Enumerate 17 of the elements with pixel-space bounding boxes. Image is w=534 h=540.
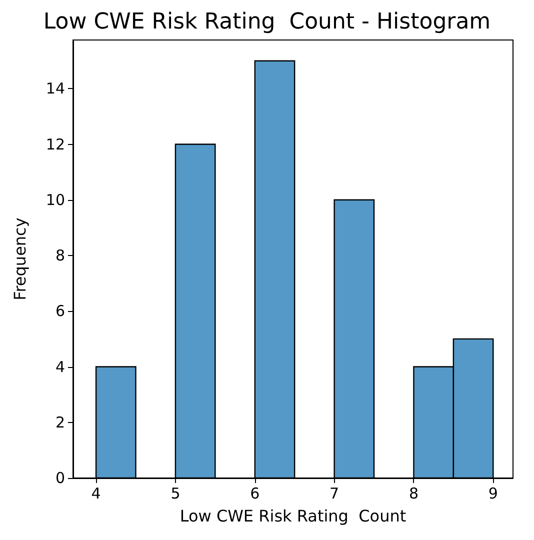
x-tick-label: 6 — [250, 484, 260, 502]
x-tick-label: 5 — [170, 484, 180, 502]
y-tick-label: 8 — [55, 246, 65, 265]
x-tick-label: 4 — [91, 484, 101, 502]
y-tick-label: 14 — [46, 80, 65, 98]
x-tick-label: 7 — [330, 484, 340, 502]
y-tick-label: 10 — [46, 190, 65, 209]
y-axis-title: Frequency — [10, 218, 30, 300]
x-tick-label: 8 — [408, 484, 418, 502]
y-tick-label: 2 — [55, 413, 65, 432]
x-axis-title: Low CWE Risk Rating Count — [180, 506, 406, 526]
y-tick-label: 12 — [46, 135, 65, 154]
y-tick-label: 0 — [55, 469, 65, 487]
x-tick-label: 9 — [488, 484, 498, 502]
chart-title: Low CWE Risk Rating Count - Histogram — [43, 10, 491, 34]
y-tick-label: 4 — [55, 358, 65, 376]
y-tick-label: 6 — [55, 302, 65, 320]
